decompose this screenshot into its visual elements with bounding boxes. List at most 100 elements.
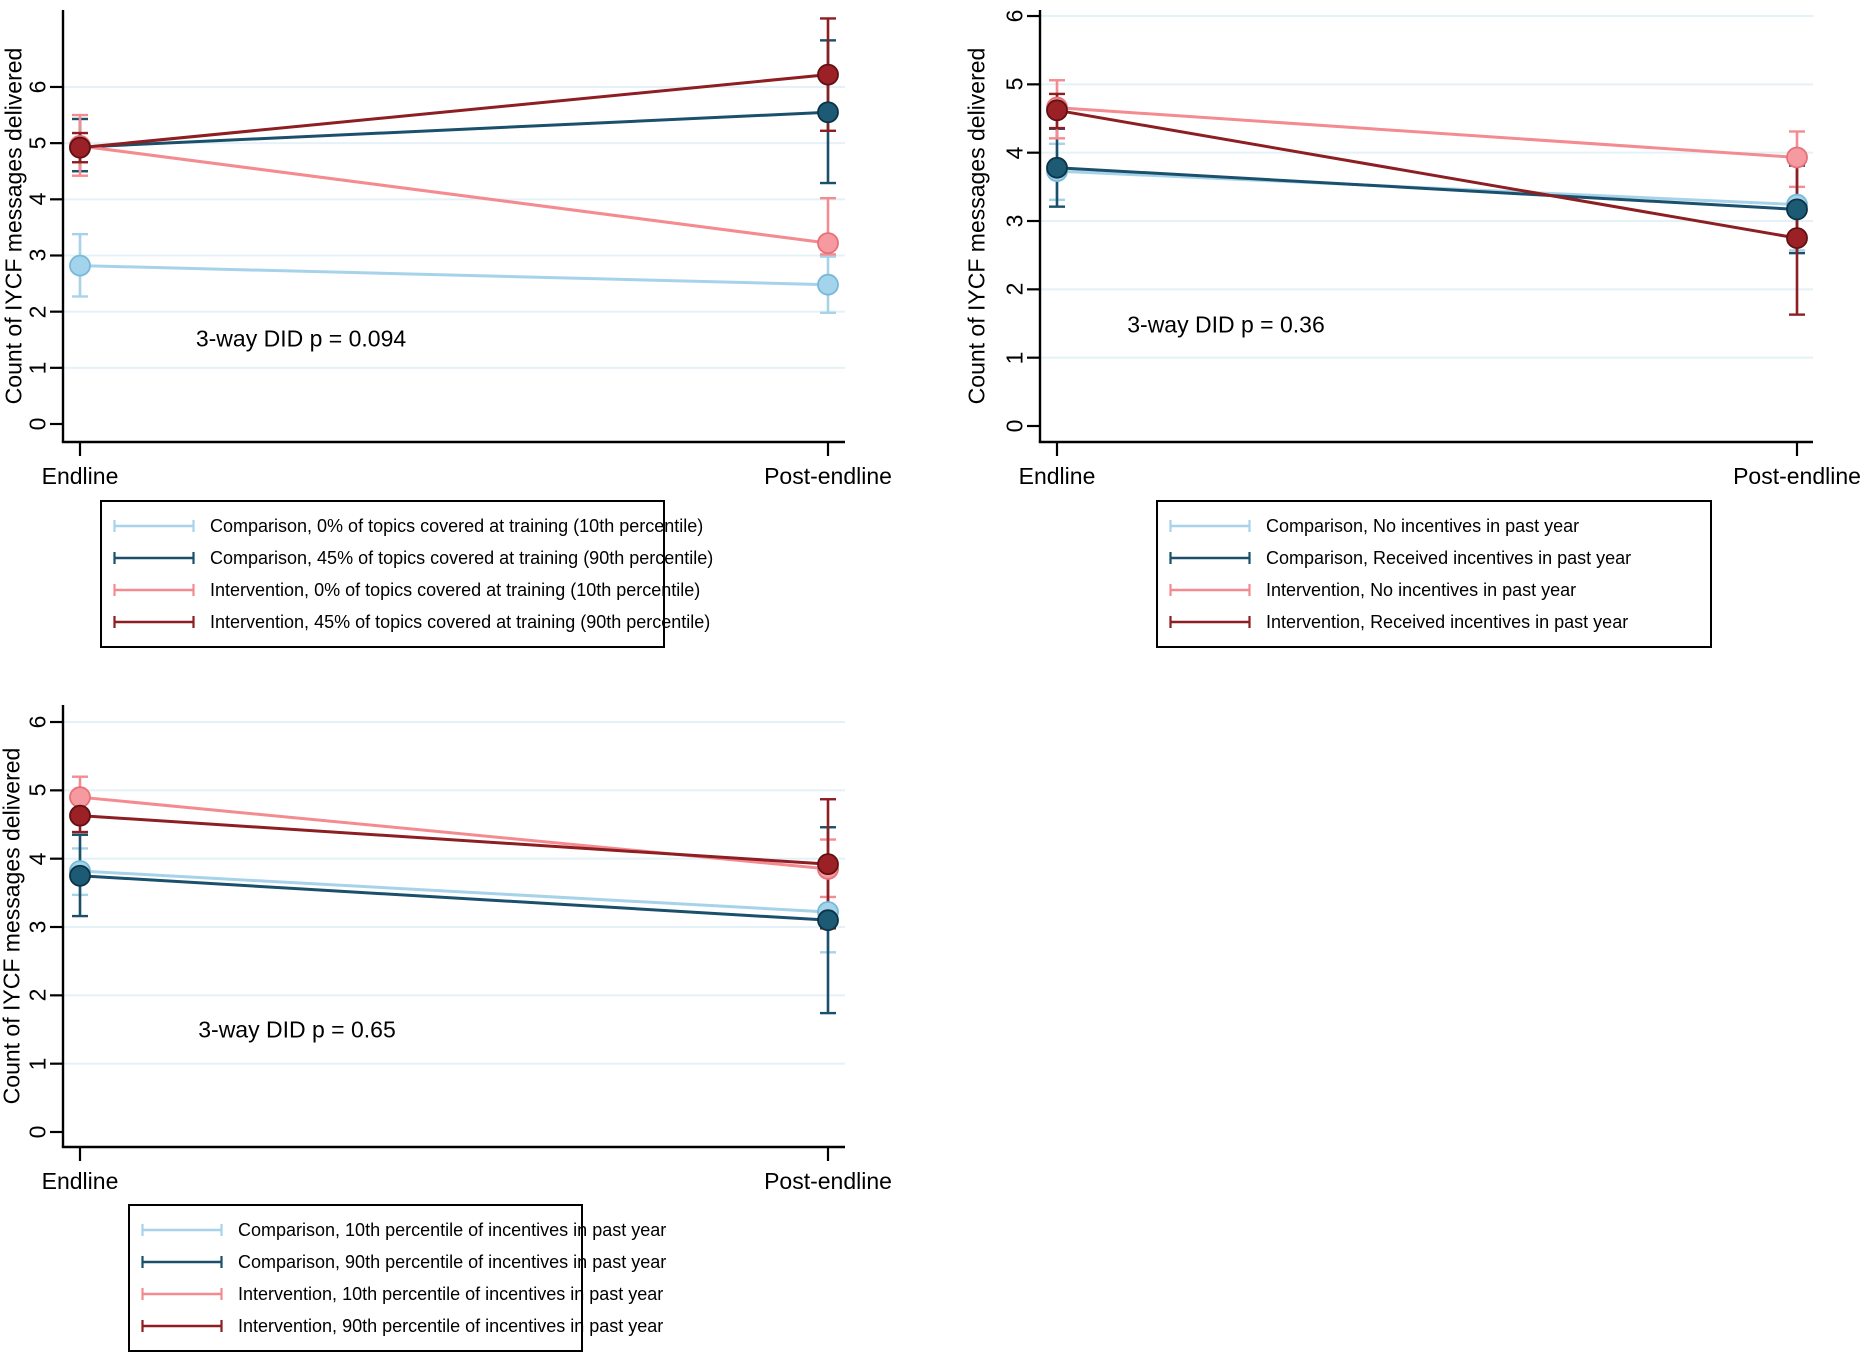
data-point-intervention_dark — [1046, 99, 1068, 122]
did-pvalue-annotation: 3-way DID p = 0.094 — [195, 325, 407, 352]
y-tick-label: 0 — [24, 417, 51, 431]
data-point-intervention_dark — [817, 63, 839, 86]
x-axis-label: Endline — [41, 1168, 119, 1194]
y-tick-label: 2 — [24, 305, 51, 319]
series-line-comparison_dark — [1056, 166, 1798, 211]
x-axis-label: Endline — [41, 463, 119, 489]
legend-item: Intervention, 90th percentile of incenti… — [130, 1310, 663, 1342]
legend-panel-1: Comparison, 0% of topics covered at trai… — [100, 500, 713, 648]
series-line-comparison_light — [79, 264, 829, 287]
x-axis-label: Post-endline — [764, 463, 892, 489]
legend-key-line-icon — [113, 584, 195, 596]
y-axis-title: Count of IYCF messages delivered — [0, 747, 25, 1105]
legend-key-line-icon — [1169, 616, 1251, 628]
y-tick-label: 5 — [1001, 77, 1028, 91]
y-tick-label: 5 — [24, 136, 51, 150]
legend-item: Comparison, 10th percentile of incentive… — [130, 1214, 666, 1246]
data-point-comparison_dark — [817, 101, 839, 124]
legend-item: Intervention, No incentives in past year — [1158, 574, 1710, 606]
y-tick-label: 4 — [24, 852, 51, 866]
data-point-comparison_dark — [817, 909, 839, 932]
legend-item: Intervention, 45% of topics covered at t… — [102, 606, 710, 638]
legend-item-label: Intervention, 10th percentile of incenti… — [238, 1283, 664, 1304]
y-tick-label: 1 — [24, 361, 51, 375]
y-tick-label: 4 — [1001, 146, 1028, 160]
legend-item-label: Intervention, 0% of topics covered at tr… — [210, 579, 701, 600]
legend-item: Comparison, 45% of topics covered at tra… — [102, 542, 713, 574]
legend-item: Intervention, Received incentives in pas… — [1158, 606, 1710, 638]
legend-panel-2: Comparison, No incentives in past year Co… — [1156, 500, 1712, 648]
data-point-intervention_light — [817, 232, 839, 255]
series-line-intervention_dark — [79, 814, 829, 866]
data-point-intervention_dark — [1786, 227, 1808, 249]
legend-item-label: Intervention, 45% of topics covered at t… — [210, 611, 711, 632]
y-tick-label: 3 — [24, 249, 51, 262]
y-tick-label: 0 — [1001, 419, 1028, 433]
series-line-intervention_light — [1056, 106, 1798, 159]
y-tick-label: 1 — [24, 1057, 51, 1071]
legend-item-label: Comparison, 45% of topics covered at tra… — [210, 547, 714, 568]
y-tick-label: 2 — [1001, 282, 1028, 296]
legend-key-line-icon — [141, 1224, 223, 1236]
y-tick-label: 1 — [1001, 351, 1028, 365]
legend-key-line-icon — [1169, 520, 1251, 532]
legend-key-line-icon — [113, 616, 195, 628]
y-tick-label: 6 — [1001, 9, 1028, 23]
y-tick-label: 3 — [1001, 214, 1028, 228]
data-point-comparison_dark — [1786, 198, 1808, 221]
legend-key-line-icon — [141, 1320, 223, 1332]
y-tick-label: 5 — [24, 783, 51, 797]
series-line-comparison_light — [79, 869, 829, 914]
data-point-comparison_dark — [1046, 156, 1068, 179]
y-tick-label: 0 — [24, 1125, 51, 1139]
legend-item: Comparison, No incentives in past year — [1158, 510, 1710, 542]
x-axis-label: Endline — [1018, 463, 1096, 489]
x-axis-label: Post-endline — [1733, 463, 1861, 489]
x-axis-label: Post-endline — [764, 1168, 892, 1194]
y-tick-label: 6 — [24, 80, 51, 94]
series-line-intervention_dark — [1056, 108, 1798, 240]
panel-3-plot — [50, 705, 845, 1161]
data-point-intervention_light — [69, 786, 91, 809]
data-point-comparison_light — [817, 273, 839, 296]
y-tick-label: 6 — [24, 715, 51, 729]
legend-item-label: Intervention, No incentives in past year — [1266, 579, 1577, 600]
series-line-comparison_dark — [79, 110, 829, 149]
legend-item: Comparison, 0% of topics covered at trai… — [102, 510, 703, 542]
legend-key-line-icon — [1169, 584, 1251, 596]
data-point-intervention_dark — [69, 804, 91, 827]
legend-item-label: Comparison, 0% of topics covered at trai… — [210, 515, 704, 536]
legend-item-label: Comparison, Received incentives in past … — [1266, 547, 1632, 568]
y-axis-title: Count of IYCF messages delivered — [963, 47, 990, 405]
data-point-intervention_dark — [69, 136, 91, 159]
did-pvalue-annotation: 3-way DID p = 0.65 — [198, 1016, 396, 1043]
legend-key-line-icon — [113, 520, 195, 532]
legend-item: Intervention, 10th percentile of incenti… — [130, 1278, 663, 1310]
legend-item-label: Intervention, Received incentives in pas… — [1266, 611, 1629, 632]
data-point-intervention_dark — [817, 853, 839, 876]
legend-item-label: Intervention, 90th percentile of incenti… — [238, 1315, 664, 1336]
did-pvalue-annotation: 3-way DID p = 0.36 — [1127, 311, 1325, 338]
y-tick-label: 4 — [24, 192, 51, 206]
legend-item-label: Comparison, 90th percentile of incentive… — [238, 1251, 667, 1272]
panel-1-plot — [50, 10, 845, 456]
series-line-intervention_light — [79, 144, 829, 245]
legend-key-line-icon — [141, 1256, 223, 1268]
series-line-comparison_dark — [79, 874, 829, 922]
legend-key-line-icon — [1169, 552, 1251, 564]
series-line-intervention_dark — [79, 73, 829, 150]
legend-key-line-icon — [113, 552, 195, 564]
legend-panel-3: Comparison, 10th percentile of incentive… — [128, 1204, 666, 1352]
y-tick-label: 2 — [24, 988, 51, 1002]
legend-item-label: Comparison, No incentives in past year — [1266, 515, 1580, 536]
data-point-comparison_light — [69, 254, 91, 277]
data-point-comparison_dark — [69, 864, 91, 887]
legend-item-label: Comparison, 10th percentile of incentive… — [238, 1219, 667, 1240]
panel-2-plot — [1027, 10, 1813, 456]
legend-key-line-icon — [141, 1288, 223, 1300]
y-tick-label: 3 — [24, 920, 51, 934]
legend-item: Comparison, 90th percentile of incentive… — [130, 1246, 666, 1278]
y-axis-title: Count of IYCF messages delivered — [0, 47, 27, 405]
